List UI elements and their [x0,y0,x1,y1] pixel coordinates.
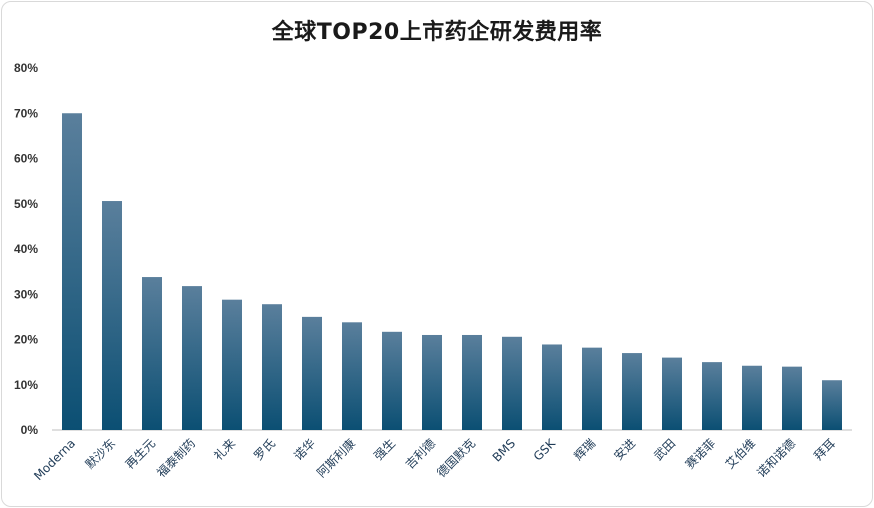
bar [62,113,82,430]
x-tick-label: 赛诺菲 [682,436,718,472]
x-tick-label: 强生 [371,436,398,463]
y-tick-label: 30% [14,287,38,301]
y-tick-label: 0% [21,423,39,437]
bar [742,365,762,430]
bar [422,334,442,430]
x-tick-label: 艾伯维 [722,436,758,472]
bar [262,304,282,430]
bar [182,286,202,430]
bar [342,322,362,430]
x-tick-label: BMS [490,436,518,464]
x-tick-label: 武田 [651,436,678,463]
bar [702,362,722,430]
x-tick-label: 默沙东 [82,436,118,472]
y-tick-label: 20% [14,333,38,347]
bar [302,316,322,430]
y-tick-label: 40% [14,242,38,256]
y-tick-label: 10% [14,378,38,392]
x-tick-label: 安进 [611,436,639,464]
x-tick-label: 再生元 [123,436,158,471]
bar [462,334,482,430]
bars [62,113,842,430]
x-tick-label: 福泰制药 [154,436,199,481]
bar [102,201,122,430]
bar [622,353,642,430]
x-tick-label: 阿斯利康 [314,436,359,481]
bar [782,366,802,430]
bar [382,331,402,430]
bar [502,336,522,430]
x-tick-label: 吉利德 [402,436,438,472]
bar [582,347,602,430]
y-tick-label: 60% [14,152,38,166]
y-tick-label: 50% [14,197,38,211]
bar [222,299,242,430]
x-tick-label: Moderna [31,436,78,483]
bar [822,380,842,430]
x-tick-label: 罗氏 [251,436,278,463]
x-tick-label: 礼来 [211,436,239,464]
x-tick-label: GSK [531,435,559,463]
bar [662,357,682,430]
bar [142,277,162,430]
y-tick-label: 70% [14,106,38,120]
x-tick-label: 诺和诺德 [754,436,799,481]
x-tick-label: 诺华 [291,436,318,463]
bar [542,344,562,430]
x-tick-label: 德国默克 [434,436,479,481]
chart-title: 全球TOP20上市药企研发费用率 [271,20,603,45]
y-axis: 0% 10% 20% 30% 40% 50% 60% 70% 80% [14,61,38,437]
x-tick-label: 辉瑞 [571,436,598,463]
x-tick-label: 拜耳 [811,436,838,463]
y-tick-label: 80% [14,61,38,75]
